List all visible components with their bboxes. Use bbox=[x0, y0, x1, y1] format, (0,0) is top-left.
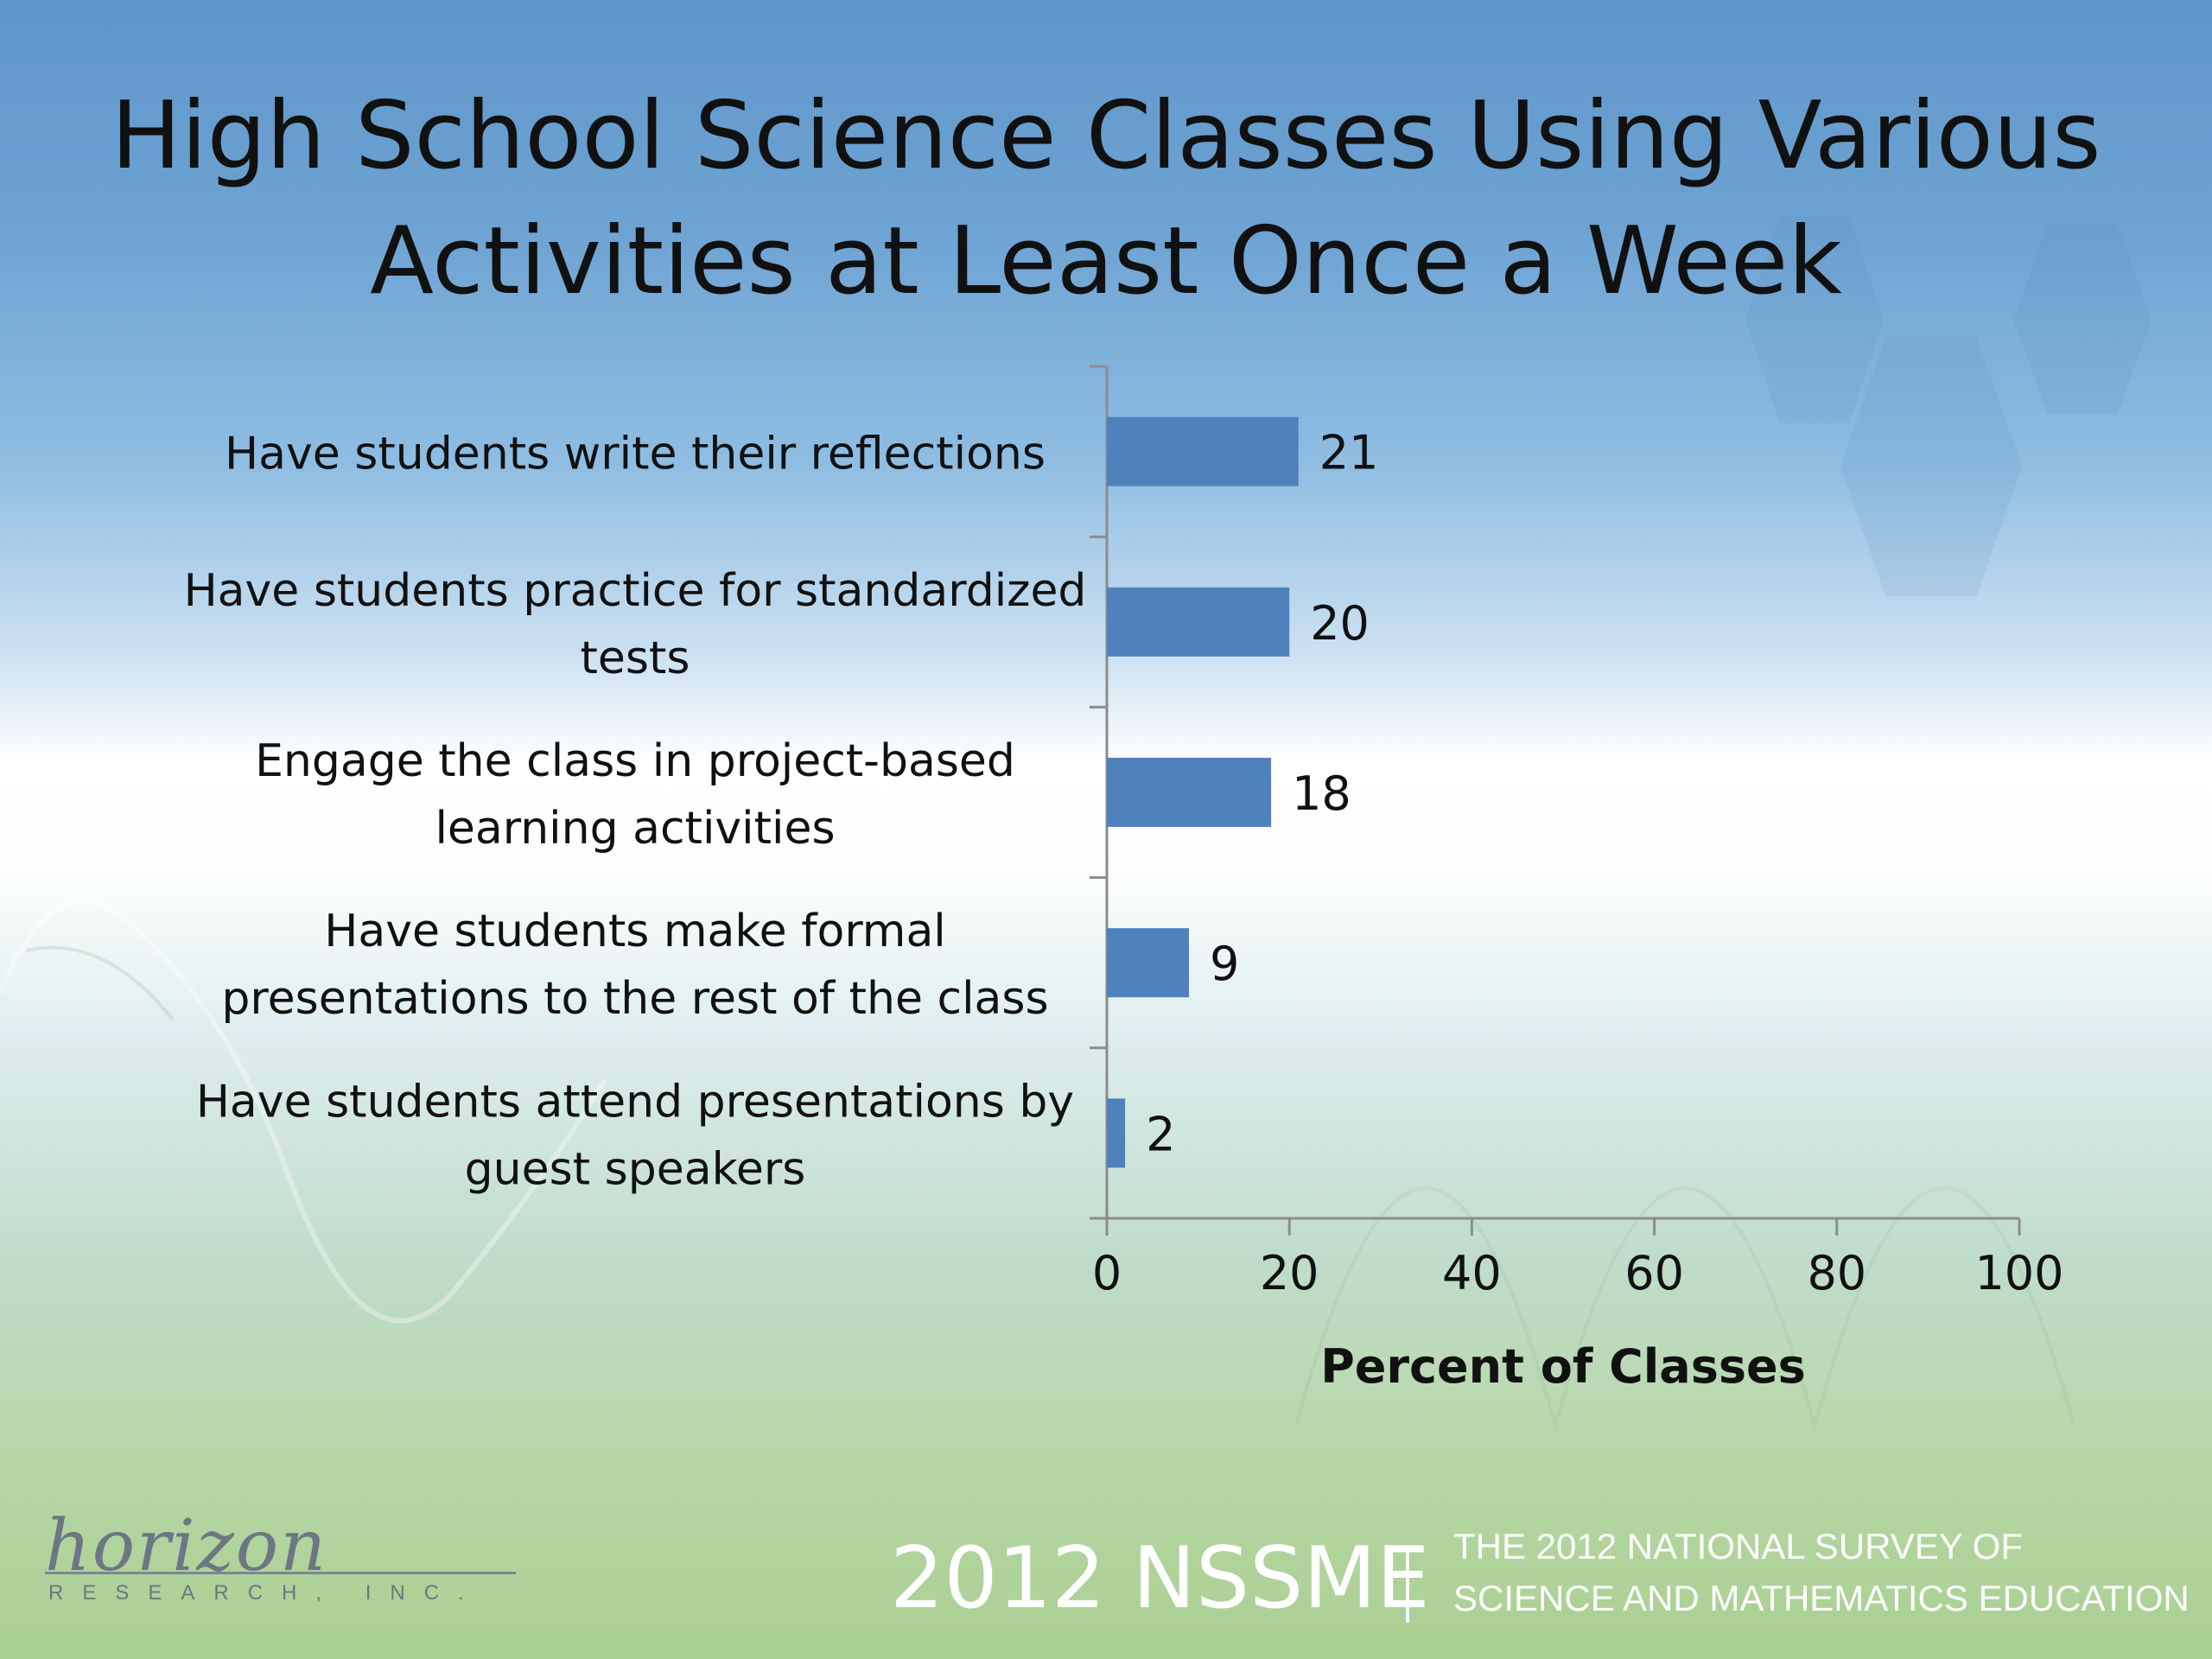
data-label: 18 bbox=[1292, 766, 1351, 821]
category-label: Have students attend presentations by gue… bbox=[196, 1076, 1074, 1195]
category-label-line: Have students make formal bbox=[324, 906, 946, 957]
x-tick-label: 60 bbox=[1624, 1246, 1684, 1300]
category-label-line: Engage the class in project-based bbox=[255, 735, 1015, 787]
slide-title: High School Science Classes Using Variou… bbox=[69, 73, 2143, 324]
category-label: Have students practice for standardized t… bbox=[184, 565, 1087, 684]
title-line-1: High School Science Classes Using Variou… bbox=[111, 82, 2101, 190]
data-label: 9 bbox=[1210, 937, 1239, 991]
survey-line-1: THE 2012 NATIONAL SURVEY OF bbox=[1453, 1526, 2023, 1567]
survey-divider bbox=[1406, 1547, 1409, 1623]
bar bbox=[1107, 587, 1290, 657]
logo-underline bbox=[45, 1572, 516, 1574]
survey-full-name: THE 2012 NATIONAL SURVEY OF SCIENCE AND … bbox=[1453, 1521, 2190, 1624]
category-label: Have students write their reflections bbox=[225, 429, 1046, 480]
x-tick-label: 100 bbox=[1974, 1246, 2063, 1300]
category-label-line: Have students attend presentations by bbox=[196, 1076, 1074, 1128]
hexagon-decoration bbox=[2013, 225, 2152, 415]
category-label-line: learning activities bbox=[435, 803, 835, 855]
category-label: Engage the class in project-based learnin… bbox=[255, 735, 1015, 855]
data-label: 21 bbox=[1319, 426, 1379, 480]
logo-script-text: horizon bbox=[45, 1505, 327, 1587]
bar bbox=[1107, 758, 1272, 827]
data-label: 2 bbox=[1146, 1107, 1175, 1161]
x-tick-label: 40 bbox=[1442, 1246, 1502, 1300]
bar bbox=[1107, 928, 1190, 998]
x-tick-label: 20 bbox=[1260, 1246, 1319, 1300]
logo-subtitle: RESEARCH, INC. bbox=[48, 1581, 483, 1605]
x-tick-label: 0 bbox=[1092, 1246, 1122, 1300]
survey-line-2: SCIENCE AND MATHEMATICS EDUCATION bbox=[1453, 1578, 2190, 1618]
survey-name: 2012 NSSME bbox=[890, 1529, 1430, 1628]
category-label-line: tests bbox=[581, 632, 690, 684]
category-label-line: Have students write their reflections bbox=[225, 429, 1046, 480]
bar bbox=[1107, 416, 1299, 486]
category-label-line: presentations to the rest of the class bbox=[221, 973, 1048, 1025]
x-axis-label: Percent of Classes bbox=[1320, 1339, 1806, 1394]
hexagon-decoration bbox=[1840, 337, 2022, 596]
bar bbox=[1107, 1098, 1126, 1168]
category-label-line: Have students practice for standardized bbox=[184, 565, 1087, 617]
title-line-2: Activities at Least Once a Week bbox=[370, 207, 1842, 315]
x-tick-label: 80 bbox=[1807, 1246, 1866, 1300]
data-label: 20 bbox=[1310, 596, 1370, 651]
horizon-research-logo: horizon RESEARCH, INC. bbox=[45, 1505, 516, 1605]
category-label-line: guest speakers bbox=[465, 1143, 806, 1195]
category-label: Have students make formal presentations t… bbox=[221, 906, 1048, 1025]
